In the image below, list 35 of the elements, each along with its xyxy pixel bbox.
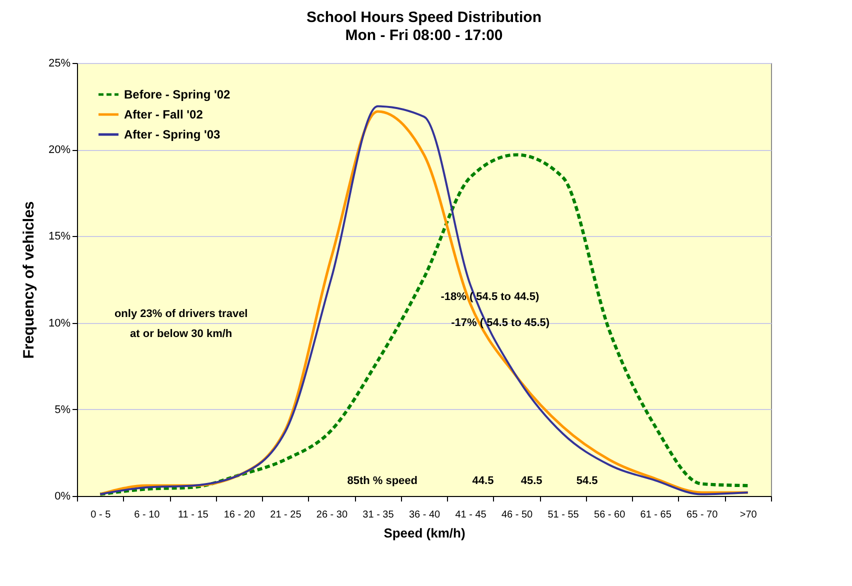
chart-title: School Hours Speed Distribution <box>306 9 542 26</box>
annotation: -17% ( 54.5 to 45.5) <box>451 316 550 329</box>
x-tick-label: 51 - 55 <box>548 510 580 520</box>
x-tick-label: 46 - 50 <box>501 510 534 520</box>
x-tick-label: 36 - 40 <box>408 510 440 520</box>
y-tick-label: 10% <box>48 317 71 330</box>
annotation: 45.5 <box>520 474 542 487</box>
x-tick-label: 26 - 30 <box>316 510 348 520</box>
y-tick-label: 0% <box>54 490 71 502</box>
annotation: -18% ( 54.5 to 44.5) <box>440 290 540 303</box>
annotation: 44.5 <box>472 474 494 487</box>
y-axis-title: Frequency of vehicles <box>20 201 38 359</box>
x-tick-label: >70 <box>740 510 758 520</box>
x-tick-label: 6 - 10 <box>134 510 160 520</box>
annotation: 54.5 <box>576 474 598 487</box>
annotation: only 23% of drivers travel at or below 30 km/h <box>114 308 248 340</box>
y-tick-label: 20% <box>48 144 71 156</box>
x-tick-label: 0 - 5 <box>90 510 112 520</box>
chart-subtitle: Mon - Fri 08:00 - 17:00 <box>345 27 503 44</box>
y-tick-label: 25% <box>48 58 71 70</box>
legend-label: After - Fall '02 <box>124 108 204 122</box>
x-tick-label: 31 - 35 <box>362 510 394 520</box>
legend-label: Before - Spring '02 <box>124 88 231 102</box>
x-tick-label: 61 - 65 <box>640 510 672 520</box>
x-tick-label: 11 - 15 <box>178 510 209 520</box>
x-tick-label: 65 - 70 <box>686 510 718 520</box>
legend-label: After - Spring '03 <box>124 128 221 142</box>
annotation: 85th % speed <box>347 474 418 487</box>
x-tick-label: 16 - 20 <box>224 510 256 520</box>
y-tick-label: 5% <box>54 404 71 416</box>
x-tick-label: 56 - 60 <box>594 510 626 520</box>
x-tick-label: 21 - 25 <box>270 510 302 520</box>
y-tick-label: 15% <box>48 230 71 243</box>
x-axis-title: Speed (km/h) <box>384 526 466 540</box>
x-tick-label: 41 - 45 <box>455 510 487 520</box>
